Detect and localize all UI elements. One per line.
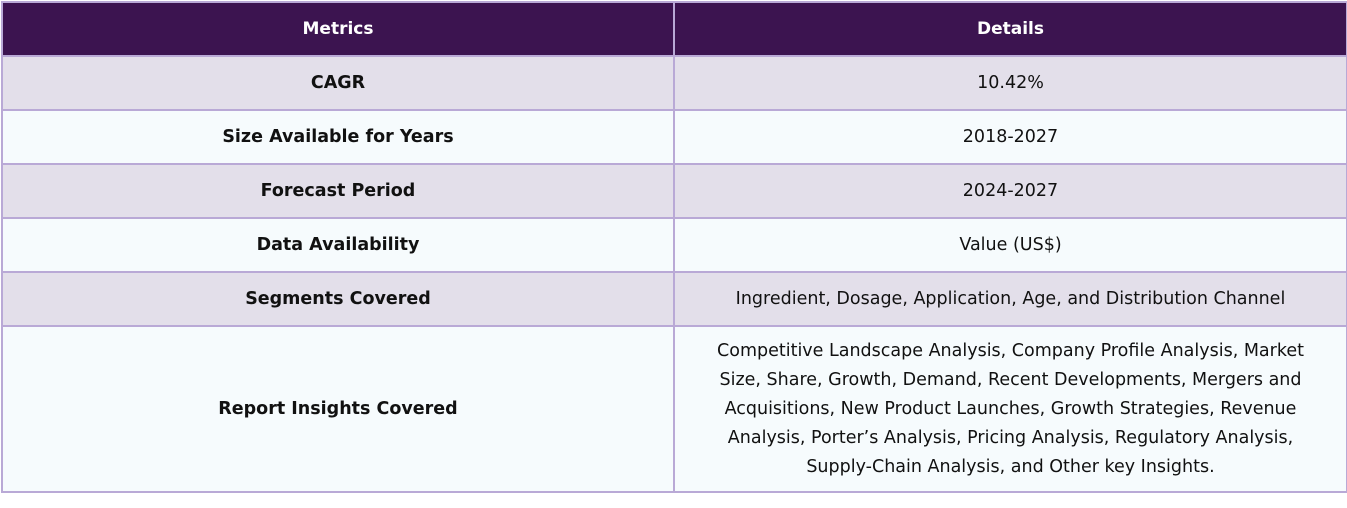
metric-cell: Report Insights Covered: [1, 325, 675, 493]
detail-cell: Value (US$): [673, 217, 1347, 273]
table-row-report-insights: Report Insights Covered Competitive Land…: [1, 325, 1347, 493]
header-details: Details: [673, 1, 1347, 57]
detail-cell: 2024-2027: [673, 163, 1347, 219]
metric-cell: Data Availability: [1, 217, 675, 273]
table-header: Metrics Details: [1, 1, 1347, 57]
detail-cell: Ingredient, Dosage, Application, Age, an…: [673, 271, 1347, 327]
header-row: Metrics Details: [1, 1, 1347, 57]
detail-cell: 2018-2027: [673, 109, 1347, 165]
detail-cell: Competitive Landscape Analysis, Company …: [673, 325, 1347, 493]
metric-cell: CAGR: [1, 55, 675, 111]
metrics-table: Metrics Details CAGR 10.42% Size Availab…: [1, 1, 1347, 493]
detail-cell: 10.42%: [673, 55, 1347, 111]
metric-cell: Size Available for Years: [1, 109, 675, 165]
table-row-cagr: CAGR 10.42%: [1, 55, 1347, 111]
table-row-forecast-period: Forecast Period 2024-2027: [1, 163, 1347, 219]
metric-cell: Segments Covered: [1, 271, 675, 327]
table-body: CAGR 10.42% Size Available for Years 201…: [1, 55, 1347, 493]
metric-cell: Forecast Period: [1, 163, 675, 219]
table-row-size-years: Size Available for Years 2018-2027: [1, 109, 1347, 165]
table-row-data-availability: Data Availability Value (US$): [1, 217, 1347, 273]
header-metrics: Metrics: [1, 1, 675, 57]
metrics-table-container: Metrics Details CAGR 10.42% Size Availab…: [1, 1, 1347, 493]
table-row-segments: Segments Covered Ingredient, Dosage, App…: [1, 271, 1347, 327]
